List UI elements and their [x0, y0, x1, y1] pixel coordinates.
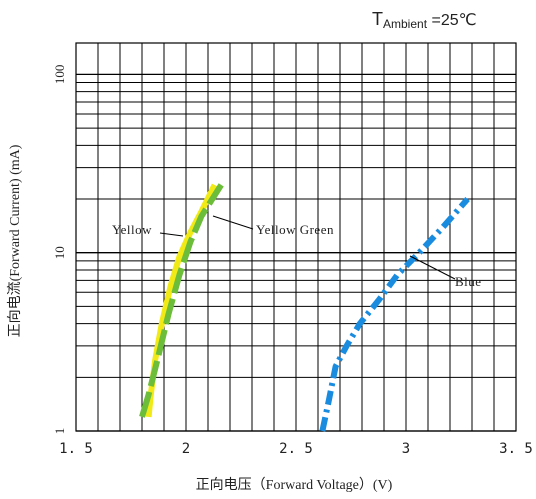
series-line-blue — [319, 197, 470, 432]
x-tick-label: 2. 5 — [279, 441, 313, 457]
annotation-leader-line — [409, 255, 456, 280]
ambient-temperature-label: TAmbient =25℃ — [372, 9, 477, 31]
plot-area-frame — [75, 42, 517, 432]
x-tick-label: 1. 5 — [59, 441, 93, 457]
y-tick-label: 100 — [52, 65, 67, 85]
ambient-label-subscript: Ambient — [383, 17, 428, 31]
y-tick-label: 1 — [52, 428, 67, 435]
chart-grid — [75, 43, 517, 432]
x-axis-label: 正向电压（Forward Voltage）(V) — [196, 477, 393, 493]
x-tick-label: 2 — [182, 441, 190, 457]
annotation-leader-line — [159, 232, 184, 237]
ambient-label-prefix: T — [372, 9, 383, 29]
ambient-label-text: TAmbient =25℃ — [372, 9, 477, 31]
annotation-label-blue: Blue — [455, 274, 482, 289]
x-tick-label: 3 — [402, 441, 410, 457]
y-tick-label: 10 — [52, 246, 67, 259]
y-axis-label: 正向电流(Forward Current) (mA) — [7, 144, 23, 337]
annotation-label-yellow: Yellow — [112, 222, 152, 237]
x-axis-ticks: 1. 5 2 2. 5 3 3. 5 — [59, 441, 533, 457]
annotation-label-yellow-green: Yellow Green — [256, 222, 334, 237]
series-layer — [139, 183, 470, 432]
annotation-leader-line — [212, 215, 254, 230]
ambient-label-suffix: =25℃ — [427, 12, 477, 29]
x-tick-label: 3. 5 — [499, 441, 533, 457]
annotation-layer: Yellow Yellow Green Blue — [112, 215, 482, 289]
y-axis-ticks: 1 10 100 — [52, 65, 67, 435]
series-line-yellow-green — [139, 183, 224, 418]
series-line-yellow — [145, 183, 218, 418]
